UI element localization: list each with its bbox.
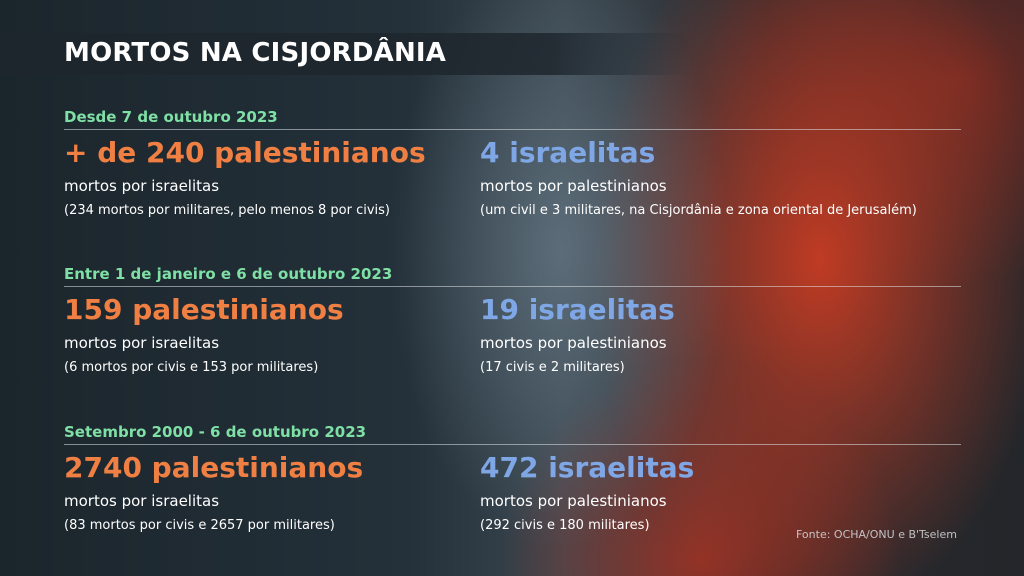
- palestinian-stat: 2740 palestinianos mortos por israelitas…: [64, 448, 363, 536]
- section-divider: [64, 129, 961, 130]
- page-title: MORTOS NA CISJORDÂNIA: [64, 38, 447, 68]
- israeli-headline: 4 israelitas: [480, 136, 656, 169]
- palestinian-headline: 2740 palestinianos: [64, 451, 364, 484]
- section-divider: [64, 444, 961, 445]
- source-credit: Fonte: OCHA/ONU e B'Tselem: [796, 528, 957, 541]
- israeli-headline: 472 israelitas: [480, 451, 695, 484]
- palestinian-stat: 159 palestinianos mortos por israelitas …: [64, 290, 344, 378]
- section-since-oct-7: Desde 7 de outubro 2023 + de 240 palesti…: [64, 107, 961, 218]
- palestinian-detail: (6 mortos por civis e 153 por militares): [64, 360, 319, 375]
- israeli-headline: 19 israelitas: [480, 293, 675, 326]
- section-2000-2023: Setembro 2000 - 6 de outubro 2023 2740 p…: [64, 422, 961, 533]
- israeli-detail: (17 civis e 2 militares): [480, 360, 625, 375]
- palestinian-detail: (83 mortos por civis e 2657 por militare…: [64, 518, 335, 533]
- title-bar: [0, 33, 690, 75]
- section-jan-oct-2023: Entre 1 de janeiro e 6 de outubro 2023 1…: [64, 264, 961, 375]
- palestinian-subtitle: mortos por israelitas: [64, 177, 220, 195]
- palestinian-headline: 159 palestinianos: [64, 293, 344, 326]
- israeli-subtitle: mortos por palestinianos: [480, 177, 667, 195]
- section-label: Entre 1 de janeiro e 6 de outubro 2023: [64, 265, 393, 283]
- israeli-subtitle: mortos por palestinianos: [480, 334, 667, 352]
- israeli-detail: (292 civis e 180 militares): [480, 518, 650, 533]
- section-label: Desde 7 de outubro 2023: [64, 108, 278, 126]
- palestinian-subtitle: mortos por israelitas: [64, 334, 220, 352]
- israeli-stat: 472 israelitas mortos por palestinianos …: [480, 448, 694, 536]
- israeli-stat: 19 israelitas mortos por palestinianos (…: [480, 290, 675, 378]
- israeli-stat: 4 israelitas mortos por palestinianos (u…: [480, 133, 917, 221]
- palestinian-subtitle: mortos por israelitas: [64, 492, 220, 510]
- israeli-subtitle: mortos por palestinianos: [480, 492, 667, 510]
- section-divider: [64, 286, 961, 287]
- palestinian-detail: (234 mortos por militares, pelo menos 8 …: [64, 203, 390, 218]
- israeli-detail: (um civil e 3 militares, na Cisjordânia …: [480, 203, 917, 218]
- section-label: Setembro 2000 - 6 de outubro 2023: [64, 423, 367, 441]
- palestinian-stat: + de 240 palestinianos mortos por israel…: [64, 133, 426, 221]
- palestinian-headline: + de 240 palestinianos: [64, 136, 426, 169]
